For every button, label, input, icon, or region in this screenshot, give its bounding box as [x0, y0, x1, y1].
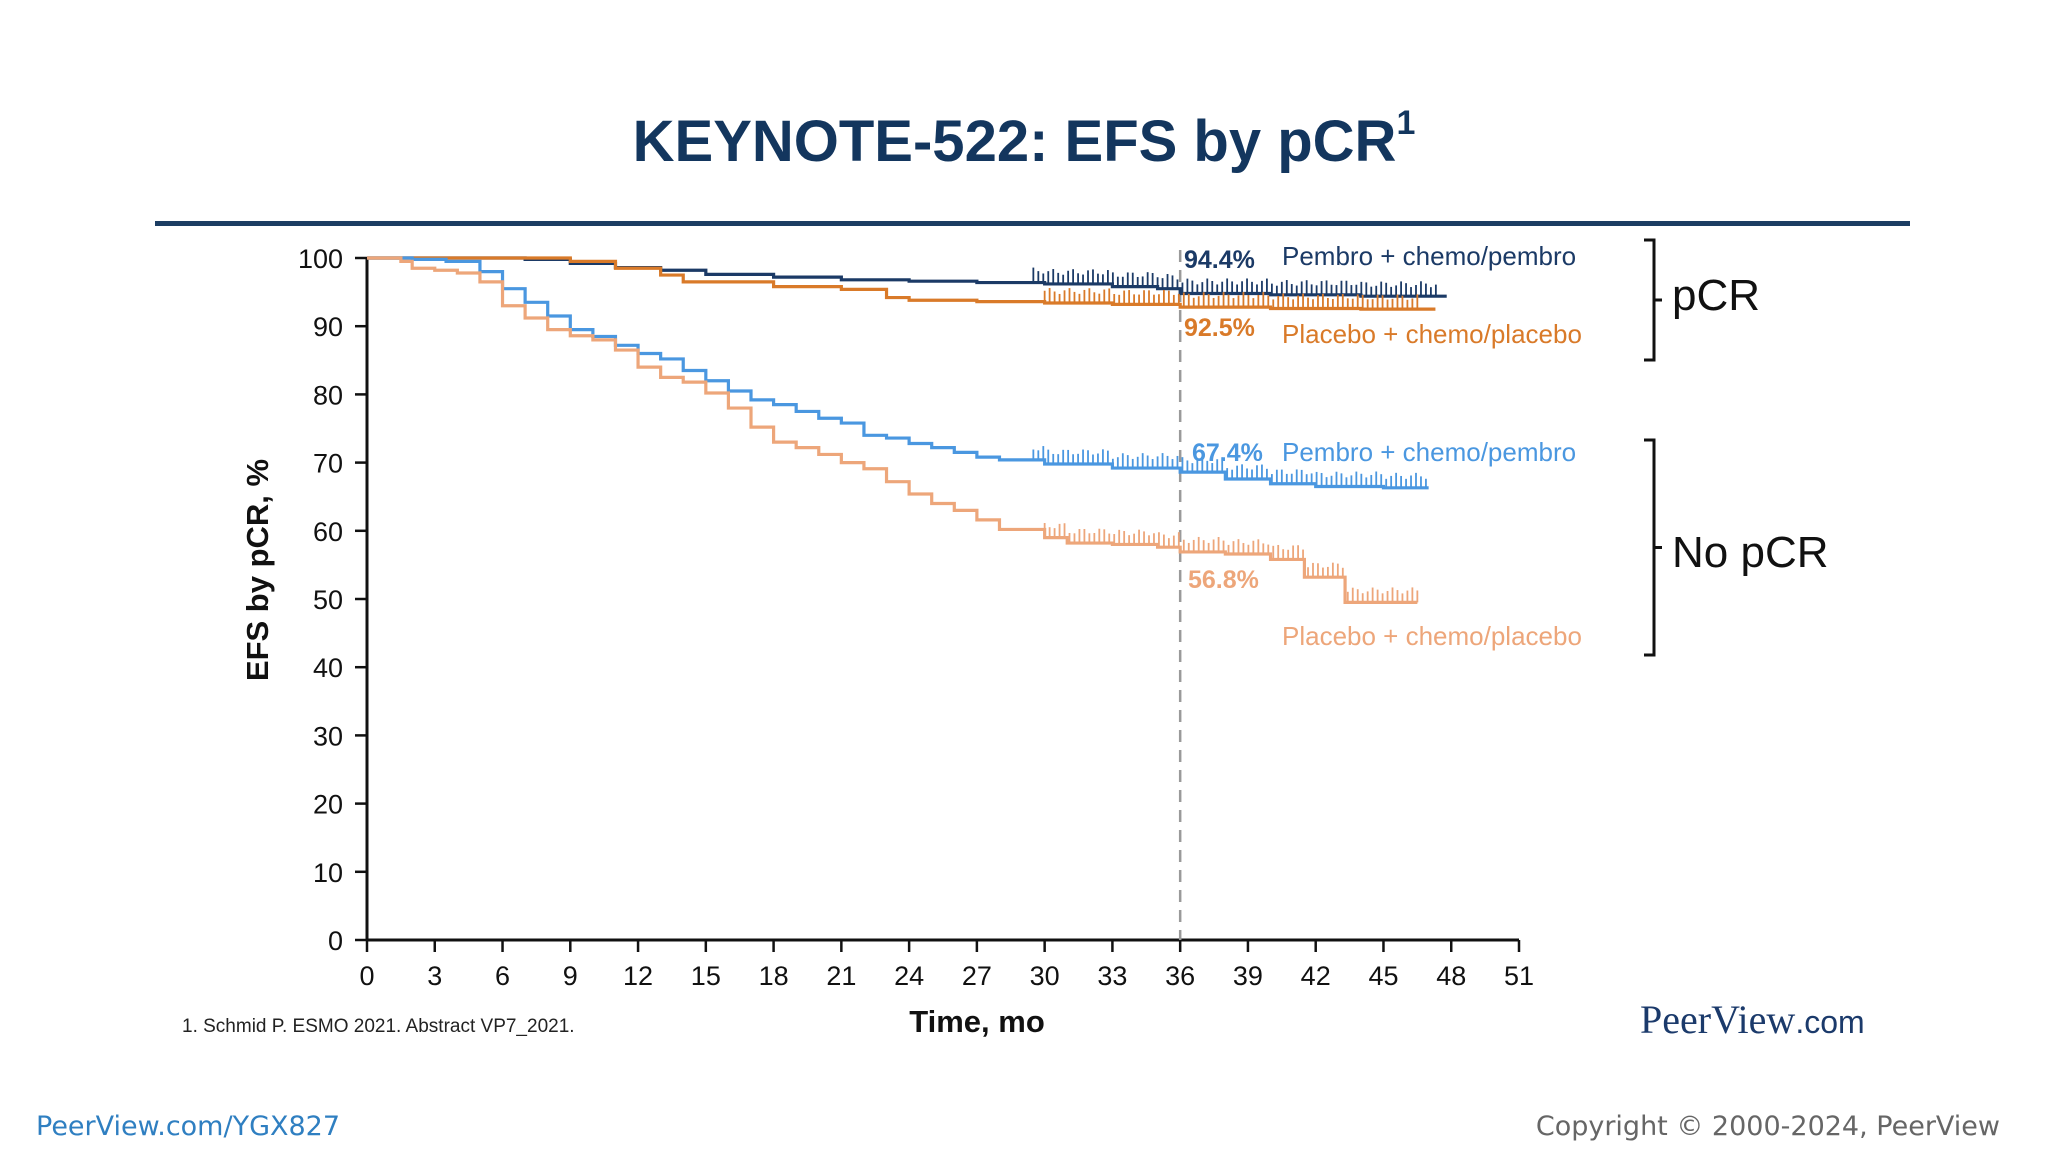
y-tick-label: 40 [313, 653, 343, 683]
x-tick-label: 42 [1301, 961, 1331, 991]
y-tick-label: 70 [313, 449, 343, 479]
series-name-label: Placebo + chemo/placebo [1282, 319, 1582, 349]
x-tick-label: 48 [1436, 961, 1466, 991]
y-tick-label: 30 [313, 721, 343, 751]
x-tick-label: 45 [1368, 961, 1398, 991]
x-tick-label: 3 [427, 961, 442, 991]
x-tick-label: 9 [563, 961, 578, 991]
y-tick-label: 60 [313, 517, 343, 547]
series-value-label: 94.4% [1184, 246, 1255, 274]
x-tick-label: 18 [759, 961, 789, 991]
copyright-notice: Copyright © 2000-2024, PeerView [1535, 1111, 2000, 1142]
km-curve-4 [367, 256, 1418, 605]
x-tick-label: 12 [623, 961, 653, 991]
y-tick-label: 90 [313, 312, 343, 342]
title-divider [155, 221, 1910, 226]
series-value-label: 56.8% [1188, 566, 1259, 594]
series-value-label: 92.5% [1184, 314, 1255, 342]
peerview-logo: PeerView.com [1640, 996, 1865, 1043]
x-tick-label: 36 [1165, 961, 1195, 991]
km-curve-2 [367, 256, 1436, 311]
x-tick-label: 27 [962, 961, 992, 991]
y-tick-label: 0 [328, 926, 343, 956]
chart-axes: 0 3 6 9 12 15 18 21 24 27 30 33 36 39 42 45 48 5101020304… [298, 244, 1534, 991]
y-tick-label: 100 [298, 244, 343, 274]
x-tick-label: 39 [1233, 961, 1263, 991]
x-tick-label: 51 [1504, 961, 1534, 991]
y-tick-label: 50 [313, 585, 343, 615]
x-tick-label: 21 [826, 961, 856, 991]
brand-main: PeerView [1640, 997, 1796, 1042]
y-tick-label: 20 [313, 790, 343, 820]
x-axis-label: Time, mo [909, 1004, 1045, 1039]
group-brackets: pCR No pCR [1644, 238, 1829, 657]
x-tick-label: 15 [691, 961, 721, 991]
title-superscript: 1 [1396, 104, 1416, 142]
series-name-label: Pembro + chemo/pembro [1282, 241, 1576, 271]
slide-title-text: KEYNOTE-522: EFS by pCR [632, 109, 1397, 174]
chart-curves [367, 256, 1447, 605]
x-tick-label: 6 [495, 961, 510, 991]
group-label: pCR [1672, 271, 1760, 320]
series-value-label: 67.4% [1192, 439, 1263, 467]
slide-title: KEYNOTE-522: EFS by pCR1 [0, 104, 2048, 175]
series-labels: 94.4% Pembro + chemo/pembro 92.5% Placebo +… [1184, 241, 1582, 651]
program-link[interactable]: PeerView.com/YGX827 [36, 1111, 341, 1142]
y-axis-label: EFS by pCR, % [240, 459, 275, 681]
brand-domain: .com [1795, 1004, 1865, 1040]
group-bracket [1644, 438, 1662, 657]
x-tick-label: 30 [1030, 961, 1060, 991]
series-name-label: Pembro + chemo/pembro [1282, 437, 1576, 467]
group-bracket [1644, 238, 1662, 362]
y-tick-label: 80 [313, 380, 343, 410]
x-tick-label: 33 [1097, 961, 1127, 991]
x-tick-label: 0 [359, 961, 374, 991]
x-tick-label: 24 [894, 961, 924, 991]
series-name-label: Placebo + chemo/placebo [1282, 621, 1582, 651]
y-tick-label: 10 [313, 858, 343, 888]
group-label: No pCR [1672, 528, 1829, 577]
footnote: 1. Schmid P. ESMO 2021. Abstract VP7_202… [182, 1016, 575, 1037]
